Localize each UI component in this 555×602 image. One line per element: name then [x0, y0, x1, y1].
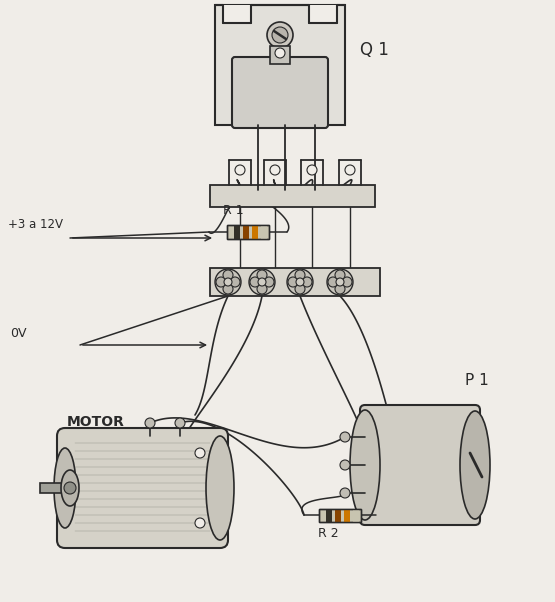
Circle shape	[258, 278, 266, 286]
Circle shape	[267, 22, 293, 48]
Ellipse shape	[54, 448, 76, 528]
Bar	[243, 225, 249, 239]
Circle shape	[296, 278, 304, 286]
Text: +3 a 12V: +3 a 12V	[8, 218, 63, 231]
FancyBboxPatch shape	[360, 405, 480, 525]
Bar	[319, 509, 361, 522]
Bar	[210, 185, 375, 207]
Circle shape	[64, 482, 76, 494]
Circle shape	[340, 460, 350, 470]
Circle shape	[275, 48, 285, 58]
Bar	[309, 5, 337, 23]
Circle shape	[249, 269, 275, 295]
Circle shape	[250, 277, 260, 287]
Circle shape	[335, 270, 345, 280]
Circle shape	[235, 165, 245, 175]
Ellipse shape	[61, 470, 79, 506]
Circle shape	[223, 284, 233, 294]
Circle shape	[216, 277, 226, 287]
Bar	[344, 509, 350, 522]
Bar	[223, 5, 251, 23]
Circle shape	[302, 277, 312, 287]
Bar	[210, 268, 380, 296]
Text: R 2: R 2	[318, 527, 339, 540]
Circle shape	[336, 278, 344, 286]
Bar	[326, 509, 332, 522]
Bar	[40, 483, 70, 493]
Bar	[335, 509, 341, 522]
Circle shape	[288, 277, 298, 287]
Text: P 1: P 1	[465, 373, 489, 388]
Bar	[270, 46, 290, 64]
Bar	[215, 5, 345, 125]
Circle shape	[195, 518, 205, 528]
Circle shape	[175, 418, 185, 428]
Circle shape	[340, 488, 350, 498]
Text: R 1: R 1	[223, 204, 244, 217]
Ellipse shape	[350, 410, 380, 520]
Circle shape	[342, 277, 352, 287]
FancyBboxPatch shape	[232, 57, 328, 128]
Circle shape	[257, 270, 267, 280]
Bar	[227, 225, 269, 239]
Circle shape	[295, 270, 305, 280]
Bar	[353, 509, 359, 522]
Bar	[234, 225, 240, 239]
Circle shape	[295, 284, 305, 294]
Circle shape	[307, 165, 317, 175]
Circle shape	[345, 165, 355, 175]
Circle shape	[340, 432, 350, 442]
Circle shape	[224, 278, 232, 286]
Circle shape	[223, 270, 233, 280]
Circle shape	[327, 269, 353, 295]
Ellipse shape	[206, 436, 234, 540]
Circle shape	[264, 277, 274, 287]
Circle shape	[270, 165, 280, 175]
Circle shape	[230, 277, 240, 287]
Bar	[227, 225, 269, 239]
Bar	[261, 225, 267, 239]
Circle shape	[145, 418, 155, 428]
Circle shape	[287, 269, 313, 295]
Circle shape	[328, 277, 338, 287]
Circle shape	[195, 448, 205, 458]
Text: Q 1: Q 1	[360, 41, 389, 59]
Bar	[252, 225, 258, 239]
Circle shape	[215, 269, 241, 295]
FancyBboxPatch shape	[57, 428, 228, 548]
Circle shape	[257, 284, 267, 294]
Text: 0V: 0V	[10, 327, 27, 340]
Circle shape	[335, 284, 345, 294]
Ellipse shape	[460, 411, 490, 519]
Bar	[319, 509, 361, 522]
Text: MOTOR: MOTOR	[67, 415, 125, 429]
Circle shape	[272, 27, 288, 43]
